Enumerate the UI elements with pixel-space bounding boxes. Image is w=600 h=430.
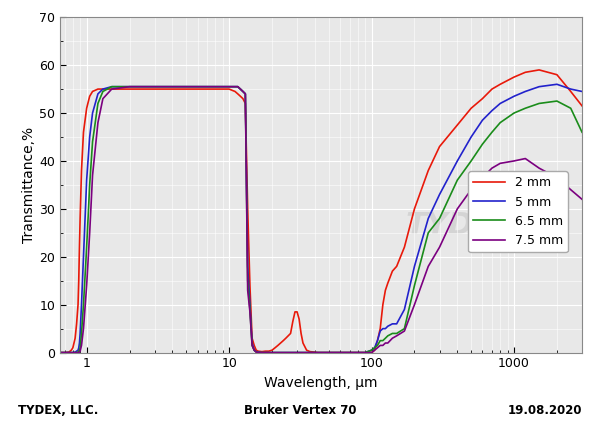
Text: 19.08.2020: 19.08.2020 — [508, 404, 582, 417]
Text: TYDEX: TYDEX — [406, 211, 518, 240]
6.5 mm — [262, 350, 269, 355]
6.5 mm — [374, 343, 381, 348]
7.5 mm — [374, 345, 381, 350]
5 mm — [319, 350, 326, 355]
2 mm — [578, 103, 586, 108]
7.5 mm — [219, 84, 226, 89]
6.5 mm — [83, 245, 90, 250]
2 mm — [282, 336, 289, 341]
7.5 mm — [56, 350, 64, 355]
Line: 7.5 mm: 7.5 mm — [60, 87, 582, 353]
5 mm — [354, 350, 361, 355]
7.5 mm — [247, 309, 254, 314]
5 mm — [325, 350, 332, 355]
5 mm — [553, 82, 560, 87]
5 mm — [578, 89, 586, 94]
5 mm — [248, 341, 256, 346]
Line: 2 mm: 2 mm — [60, 70, 582, 353]
X-axis label: Wavelength, μm: Wavelength, μm — [264, 376, 378, 390]
2 mm — [379, 302, 386, 307]
7.5 mm — [71, 350, 79, 355]
Text: TYDEX, LLC.: TYDEX, LLC. — [18, 404, 98, 417]
Legend: 2 mm, 5 mm, 6.5 mm, 7.5 mm: 2 mm, 5 mm, 6.5 mm, 7.5 mm — [469, 172, 568, 252]
Line: 5 mm: 5 mm — [60, 84, 582, 353]
5 mm — [56, 350, 64, 355]
2 mm — [89, 89, 96, 94]
2 mm — [126, 86, 133, 92]
5 mm — [467, 135, 475, 140]
2 mm — [350, 350, 358, 355]
2 mm — [536, 68, 543, 73]
6.5 mm — [219, 84, 226, 89]
6.5 mm — [108, 84, 115, 89]
6.5 mm — [578, 129, 586, 135]
Line: 6.5 mm: 6.5 mm — [60, 87, 582, 353]
6.5 mm — [247, 307, 254, 312]
Y-axis label: Transmittance,%: Transmittance,% — [22, 127, 37, 243]
7.5 mm — [83, 283, 90, 288]
6.5 mm — [56, 350, 64, 355]
2 mm — [56, 350, 64, 355]
7.5 mm — [262, 350, 269, 355]
2 mm — [80, 129, 87, 135]
6.5 mm — [71, 350, 79, 355]
7.5 mm — [578, 197, 586, 202]
7.5 mm — [126, 84, 133, 89]
Text: Bruker Vertex 70: Bruker Vertex 70 — [244, 404, 356, 417]
5 mm — [341, 350, 349, 355]
